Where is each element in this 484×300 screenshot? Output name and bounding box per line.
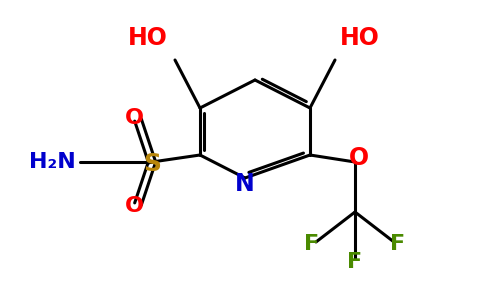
Text: N: N	[235, 172, 255, 196]
Text: O: O	[349, 146, 369, 170]
Text: HO: HO	[128, 26, 168, 50]
Text: O: O	[124, 196, 143, 216]
Text: S: S	[143, 152, 161, 176]
Text: H₂N: H₂N	[29, 152, 76, 172]
Text: O: O	[124, 108, 143, 128]
Text: F: F	[348, 252, 363, 272]
Text: HO: HO	[340, 26, 380, 50]
Text: F: F	[391, 234, 406, 254]
Text: F: F	[304, 234, 319, 254]
